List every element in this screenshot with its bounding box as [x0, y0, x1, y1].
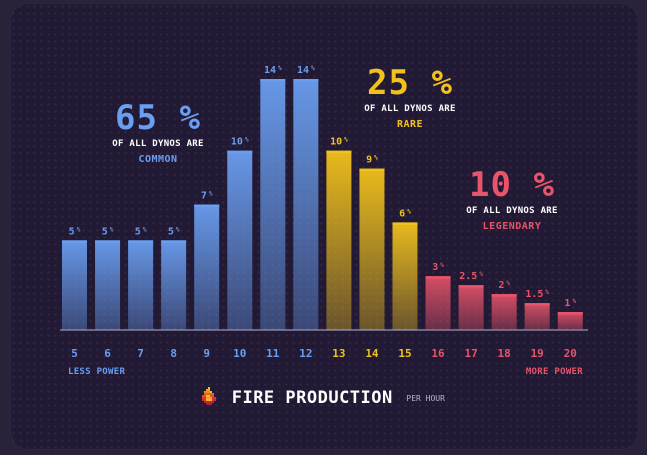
callout-common-percent: 65 % — [115, 98, 201, 138]
tick-label-6: 6 — [104, 347, 111, 360]
fire-icon — [202, 387, 217, 409]
bar-cap-18 — [491, 294, 517, 297]
footer: FIRE PRODUCTION PER HOUR — [0, 387, 647, 409]
callout-legendary-percent: 10 % — [469, 165, 555, 205]
bar-cap-10 — [227, 150, 253, 154]
footer-unit: PER HOUR — [406, 393, 445, 403]
bar-18 — [491, 294, 517, 330]
tick-label-8: 8 — [170, 347, 177, 360]
tick-label-13: 13 — [332, 347, 345, 360]
bar-8 — [161, 240, 187, 330]
tick-label-7: 7 — [137, 347, 144, 360]
callout-legendary: 10 % OF ALL DYNOS ARE LEGENDARY — [452, 167, 572, 232]
bar-cap-8 — [161, 240, 187, 243]
value-label-6: 5% — [102, 226, 114, 237]
bar-13 — [326, 150, 352, 330]
bar-7 — [128, 240, 154, 330]
tick-label-15: 15 — [398, 347, 411, 360]
bar-14 — [359, 168, 385, 330]
more-power-label: MORE POWER — [525, 367, 583, 377]
tick-label-11: 11 — [266, 347, 280, 360]
bar-cap-16 — [425, 276, 451, 279]
tick-label-9: 9 — [203, 347, 210, 360]
bar-cap-12 — [293, 79, 319, 82]
bar-6 — [95, 240, 121, 330]
bar-19 — [524, 303, 550, 330]
bar-cap-7 — [128, 240, 154, 243]
tick-label-12: 12 — [299, 347, 312, 360]
bar-cap-17 — [458, 285, 484, 288]
value-label-8: 5% — [168, 226, 180, 237]
value-label-11: 14% — [264, 65, 282, 76]
bar-cap-15 — [392, 222, 418, 225]
callout-legendary-text: OF ALL DYNOS ARE — [466, 206, 558, 216]
callout-rare-percent: 25 % — [367, 63, 453, 103]
value-label-15: 6% — [399, 208, 411, 219]
bar-cap-5 — [62, 240, 87, 243]
tick-label-20: 20 — [564, 347, 577, 360]
less-power-label: LESS POWER — [68, 367, 126, 377]
value-label-10: 10% — [231, 137, 249, 148]
callout-rare-text: OF ALL DYNOS ARE — [364, 104, 456, 114]
bar-15 — [392, 222, 418, 330]
bar-10 — [227, 150, 253, 330]
chart-card — [10, 3, 639, 450]
bar-cap-19 — [524, 303, 550, 306]
callout-rare-tier: RARE — [396, 119, 424, 130]
bar-cap-13 — [326, 150, 352, 154]
tick-label-10: 10 — [233, 347, 246, 360]
callout-legendary-tier: LEGENDARY — [482, 221, 542, 232]
tick-label-17: 17 — [464, 347, 477, 360]
callout-common-tier: COMMON — [138, 154, 178, 165]
callout-rare: 25 % OF ALL DYNOS ARE RARE — [350, 65, 470, 130]
bar-5 — [62, 240, 87, 330]
tick-label-16: 16 — [431, 347, 445, 360]
tick-label-19: 19 — [531, 347, 544, 360]
value-label-18: 2% — [498, 280, 510, 291]
value-label-19: 1.5% — [525, 289, 549, 300]
value-label-9: 7% — [201, 191, 213, 202]
bar-20 — [557, 312, 583, 330]
tick-label-5: 5 — [71, 347, 78, 360]
bar-17 — [458, 285, 484, 330]
callout-common: 65 % OF ALL DYNOS ARE COMMON — [98, 100, 218, 165]
value-label-12: 14% — [297, 65, 315, 76]
bar-cap-6 — [95, 240, 121, 243]
tick-label-18: 18 — [498, 347, 511, 360]
bar-12 — [293, 79, 319, 330]
value-label-5: 5% — [69, 226, 81, 237]
bar-cap-9 — [194, 204, 220, 207]
bar-cap-20 — [557, 312, 583, 315]
bar-cap-14 — [359, 168, 385, 172]
footer-title: FIRE PRODUCTION — [231, 388, 393, 408]
value-label-7: 5% — [135, 226, 147, 237]
tick-label-14: 14 — [365, 347, 379, 360]
value-label-16: 3% — [432, 262, 444, 273]
bar-9 — [194, 204, 220, 330]
bar-11 — [260, 79, 286, 330]
value-label-20: 1% — [564, 298, 576, 309]
bar-cap-11 — [260, 79, 286, 82]
bar-16 — [425, 276, 451, 330]
value-label-14: 9% — [366, 155, 378, 166]
callout-common-text: OF ALL DYNOS ARE — [112, 139, 204, 149]
value-label-17: 2.5% — [459, 271, 483, 282]
value-label-13: 10% — [330, 137, 348, 148]
